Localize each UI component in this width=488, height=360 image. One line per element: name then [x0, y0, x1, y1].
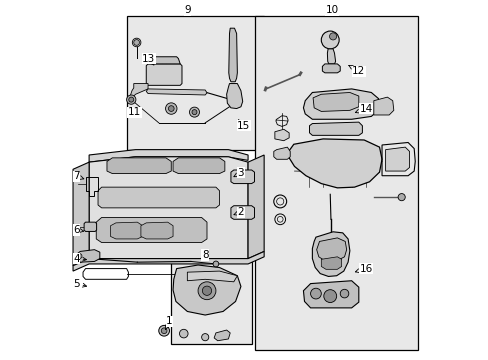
Polygon shape: [77, 249, 100, 262]
Circle shape: [134, 40, 139, 45]
Polygon shape: [89, 150, 247, 162]
Circle shape: [159, 325, 169, 336]
Text: 12: 12: [348, 66, 365, 76]
Polygon shape: [316, 238, 346, 261]
Bar: [126, 16, 264, 150]
Circle shape: [201, 334, 208, 341]
Polygon shape: [96, 217, 206, 243]
Polygon shape: [309, 122, 362, 135]
Circle shape: [179, 329, 188, 338]
Polygon shape: [107, 158, 171, 174]
Circle shape: [329, 33, 336, 40]
Text: 1: 1: [165, 316, 172, 329]
Polygon shape: [173, 265, 241, 315]
Polygon shape: [321, 257, 341, 269]
Polygon shape: [226, 84, 242, 109]
Circle shape: [132, 38, 141, 47]
Text: 11: 11: [127, 107, 141, 117]
Circle shape: [189, 107, 199, 117]
Text: 2: 2: [233, 207, 244, 217]
Polygon shape: [230, 206, 254, 219]
Circle shape: [397, 194, 405, 201]
Polygon shape: [288, 139, 381, 188]
Circle shape: [213, 261, 218, 267]
Text: 6: 6: [73, 225, 83, 235]
Circle shape: [202, 286, 211, 296]
Circle shape: [310, 288, 321, 299]
Polygon shape: [173, 158, 224, 174]
Polygon shape: [312, 93, 358, 111]
Polygon shape: [84, 222, 97, 231]
Polygon shape: [273, 147, 290, 159]
Polygon shape: [385, 147, 408, 171]
Text: 9: 9: [183, 5, 190, 16]
Circle shape: [128, 97, 134, 102]
Text: 8: 8: [202, 250, 208, 260]
Circle shape: [168, 106, 174, 111]
Polygon shape: [303, 281, 358, 308]
Text: 5: 5: [73, 279, 86, 289]
Circle shape: [77, 253, 82, 258]
Polygon shape: [303, 89, 378, 119]
Text: 10: 10: [325, 5, 338, 16]
Polygon shape: [98, 187, 219, 208]
Text: 7: 7: [73, 171, 83, 181]
Polygon shape: [312, 232, 349, 276]
Circle shape: [192, 110, 197, 114]
Polygon shape: [141, 222, 173, 239]
Text: 4: 4: [73, 253, 86, 264]
Bar: [255, 16, 417, 350]
Circle shape: [198, 282, 216, 300]
Polygon shape: [326, 49, 335, 64]
Polygon shape: [110, 222, 142, 239]
Text: 14: 14: [355, 104, 372, 113]
Polygon shape: [146, 89, 206, 95]
Circle shape: [323, 290, 336, 302]
Polygon shape: [373, 97, 393, 115]
Text: 3: 3: [233, 168, 244, 178]
Polygon shape: [187, 271, 237, 282]
Polygon shape: [148, 57, 180, 64]
Polygon shape: [73, 251, 264, 271]
Polygon shape: [89, 157, 247, 258]
Polygon shape: [274, 129, 288, 141]
Polygon shape: [214, 330, 230, 341]
Circle shape: [340, 289, 348, 298]
Circle shape: [126, 95, 136, 104]
Polygon shape: [73, 162, 89, 266]
Text: 15: 15: [237, 120, 250, 131]
Circle shape: [161, 328, 166, 334]
Circle shape: [165, 103, 177, 114]
Polygon shape: [322, 64, 340, 73]
Text: 13: 13: [142, 54, 155, 65]
Polygon shape: [146, 64, 182, 85]
Bar: [171, 258, 251, 344]
Text: 16: 16: [355, 264, 372, 274]
Polygon shape: [228, 28, 237, 82]
Polygon shape: [130, 84, 148, 98]
Polygon shape: [247, 155, 264, 258]
Circle shape: [321, 31, 339, 49]
Polygon shape: [230, 170, 254, 184]
